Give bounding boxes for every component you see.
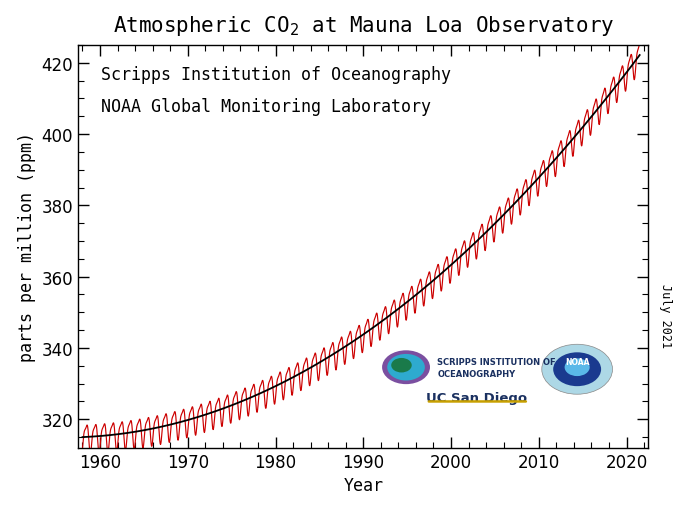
Circle shape [565, 359, 589, 376]
Text: OCEANOGRAPHY: OCEANOGRAPHY [437, 369, 515, 378]
Circle shape [391, 358, 411, 373]
Text: NOAA: NOAA [565, 358, 589, 367]
Text: SCRIPPS INSTITUTION OF: SCRIPPS INSTITUTION OF [437, 357, 556, 366]
Circle shape [382, 351, 430, 384]
Text: July 2021: July 2021 [659, 284, 672, 348]
Circle shape [387, 354, 425, 381]
Text: UC San Diego: UC San Diego [426, 391, 527, 405]
Text: NOAA Global Monitoring Laboratory: NOAA Global Monitoring Laboratory [101, 98, 431, 116]
Text: Scripps Institution of Oceanography: Scripps Institution of Oceanography [101, 66, 451, 84]
X-axis label: Year: Year [344, 476, 383, 494]
Circle shape [553, 353, 601, 386]
Circle shape [542, 345, 612, 394]
Y-axis label: parts per million (ppm): parts per million (ppm) [18, 132, 36, 361]
Title: Atmospheric CO$_2$ at Mauna Loa Observatory: Atmospheric CO$_2$ at Mauna Loa Observat… [113, 14, 614, 38]
